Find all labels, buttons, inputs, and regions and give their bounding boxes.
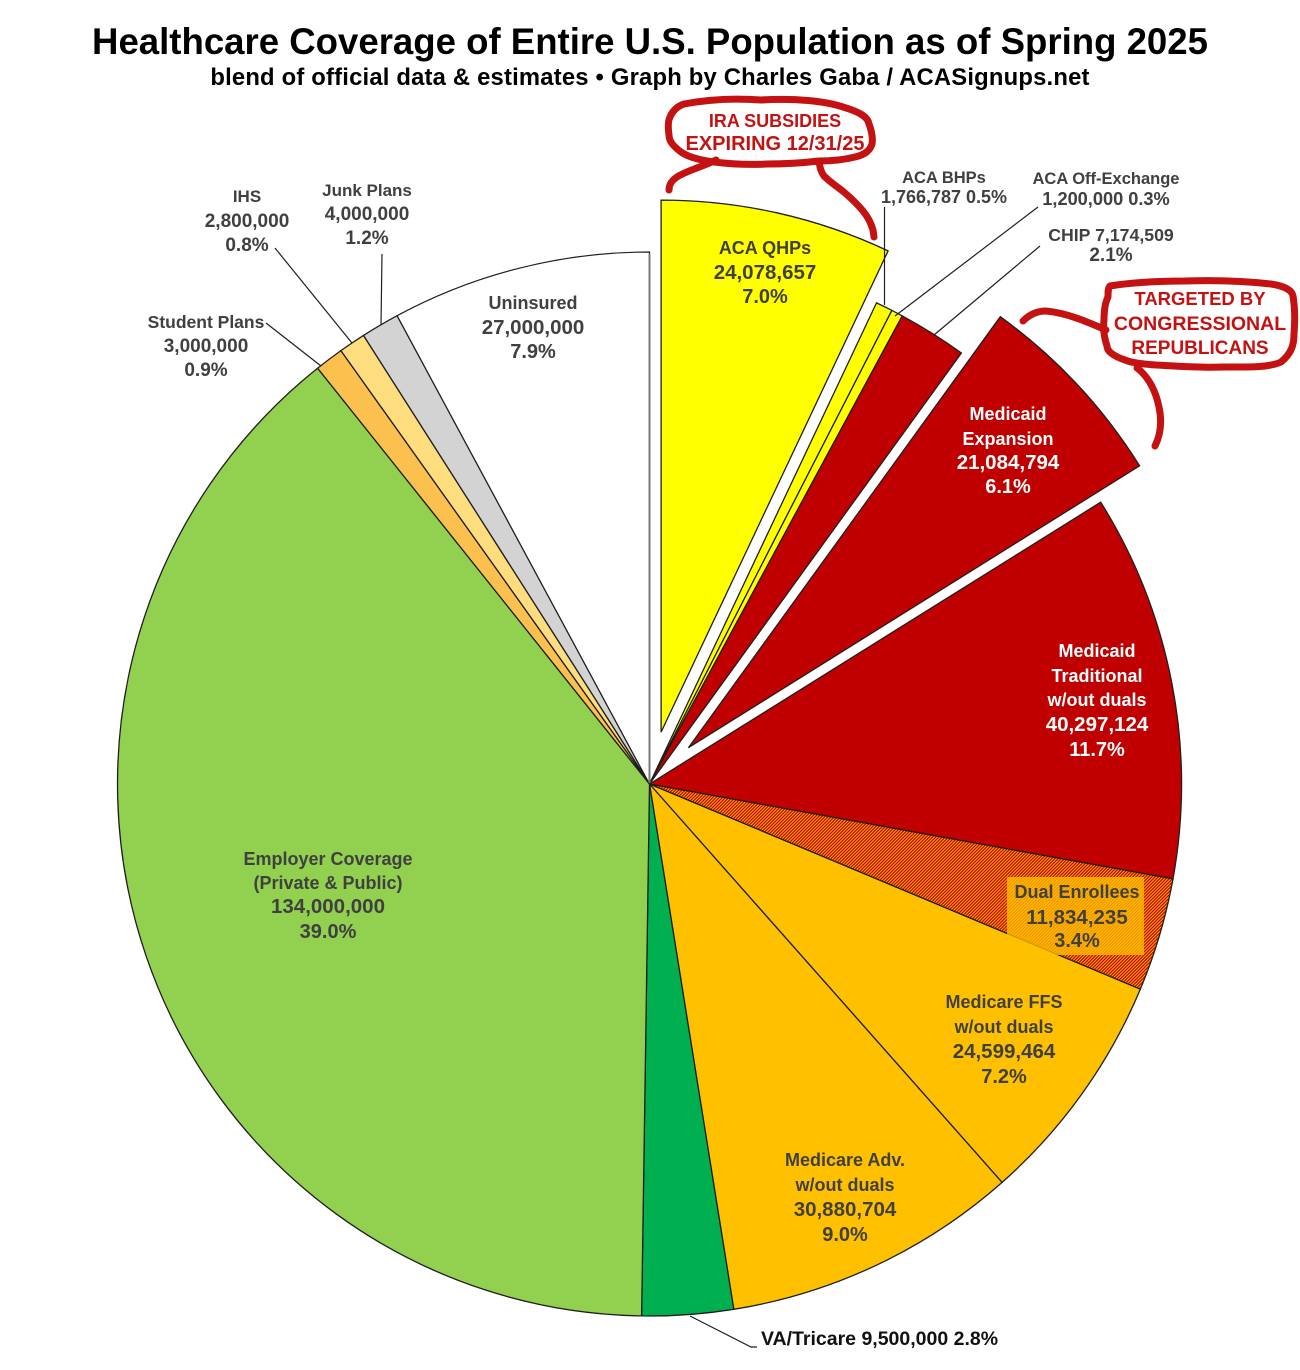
svg-text:Employer Coverage: Employer Coverage — [243, 849, 412, 869]
svg-text:Junk Plans: Junk Plans — [322, 181, 412, 200]
svg-text:IHS: IHS — [233, 187, 261, 206]
svg-text:30,880,704: 30,880,704 — [794, 1198, 897, 1221]
svg-text:Medicaid: Medicaid — [969, 404, 1046, 424]
svg-text:9.0%: 9.0% — [822, 1224, 868, 1246]
svg-text:Student Plans: Student Plans — [148, 312, 265, 332]
svg-text:7.2%: 7.2% — [981, 1066, 1027, 1088]
svg-text:TARGETED BY: TARGETED BY — [1134, 288, 1266, 309]
svg-text:REPUBLICANS: REPUBLICANS — [1131, 338, 1268, 359]
svg-text:Traditional: Traditional — [1051, 666, 1142, 686]
svg-text:7.9%: 7.9% — [510, 341, 556, 363]
svg-text:w/out duals: w/out duals — [954, 1017, 1054, 1037]
svg-text:24,078,657: 24,078,657 — [714, 261, 817, 284]
svg-text:6.1%: 6.1% — [985, 476, 1031, 498]
svg-text:CONGRESSIONAL: CONGRESSIONAL — [1114, 313, 1286, 335]
svg-text:ACA Off-Exchange: ACA Off-Exchange — [1033, 170, 1180, 188]
svg-text:0.9%: 0.9% — [184, 360, 227, 381]
svg-text:21,084,794: 21,084,794 — [957, 451, 1060, 474]
svg-text:39.0%: 39.0% — [300, 921, 357, 943]
svg-text:24,599,464: 24,599,464 — [953, 1040, 1056, 1063]
svg-text:2,800,000: 2,800,000 — [205, 211, 290, 232]
svg-text:w/out duals: w/out duals — [795, 1175, 895, 1195]
svg-text:2.1%: 2.1% — [1089, 245, 1132, 266]
svg-text:blend of official data & estim: blend of official data & estimates • Gra… — [210, 64, 1089, 91]
svg-text:w/out duals: w/out duals — [1047, 690, 1147, 710]
svg-text:(Private & Public): (Private & Public) — [253, 873, 402, 893]
svg-text:134,000,000: 134,000,000 — [271, 895, 385, 918]
svg-text:40,297,124: 40,297,124 — [1046, 713, 1149, 736]
svg-text:0.8%: 0.8% — [225, 235, 268, 256]
svg-text:Healthcare Coverage of Entire: Healthcare Coverage of Entire U.S. Popul… — [92, 21, 1208, 62]
svg-text:ACA BHPs: ACA BHPs — [902, 169, 986, 187]
svg-text:7.0%: 7.0% — [742, 286, 788, 308]
svg-text:Expansion: Expansion — [962, 429, 1053, 449]
svg-text:ACA QHPs: ACA QHPs — [719, 238, 811, 258]
svg-text:1,200,000 0.3%: 1,200,000 0.3% — [1042, 189, 1169, 209]
svg-text:27,000,000: 27,000,000 — [482, 316, 585, 339]
svg-text:Medicaid: Medicaid — [1058, 641, 1135, 661]
svg-text:11.7%: 11.7% — [1069, 739, 1125, 761]
svg-text:IRA SUBSIDIES: IRA SUBSIDIES — [709, 111, 841, 131]
svg-text:CHIP 7,174,509: CHIP 7,174,509 — [1048, 225, 1174, 245]
svg-text:3,000,000: 3,000,000 — [164, 336, 249, 357]
svg-text:1.2%: 1.2% — [345, 228, 388, 249]
svg-text:11,834,235: 11,834,235 — [1026, 906, 1127, 929]
svg-text:EXPIRING 12/31/25: EXPIRING 12/31/25 — [686, 133, 865, 155]
svg-text:3.4%: 3.4% — [1054, 930, 1100, 952]
svg-text:Medicare Adv.: Medicare Adv. — [785, 1150, 905, 1170]
svg-text:1,766,787 0.5%: 1,766,787 0.5% — [881, 187, 1007, 207]
svg-text:VA/Tricare 9,500,000 2.8%: VA/Tricare 9,500,000 2.8% — [761, 1328, 998, 1350]
svg-text:Dual Enrollees: Dual Enrollees — [1014, 882, 1139, 902]
svg-text:Medicare FFS: Medicare FFS — [945, 992, 1062, 1012]
svg-text:Uninsured: Uninsured — [488, 293, 577, 313]
svg-text:4,000,000: 4,000,000 — [325, 204, 410, 225]
